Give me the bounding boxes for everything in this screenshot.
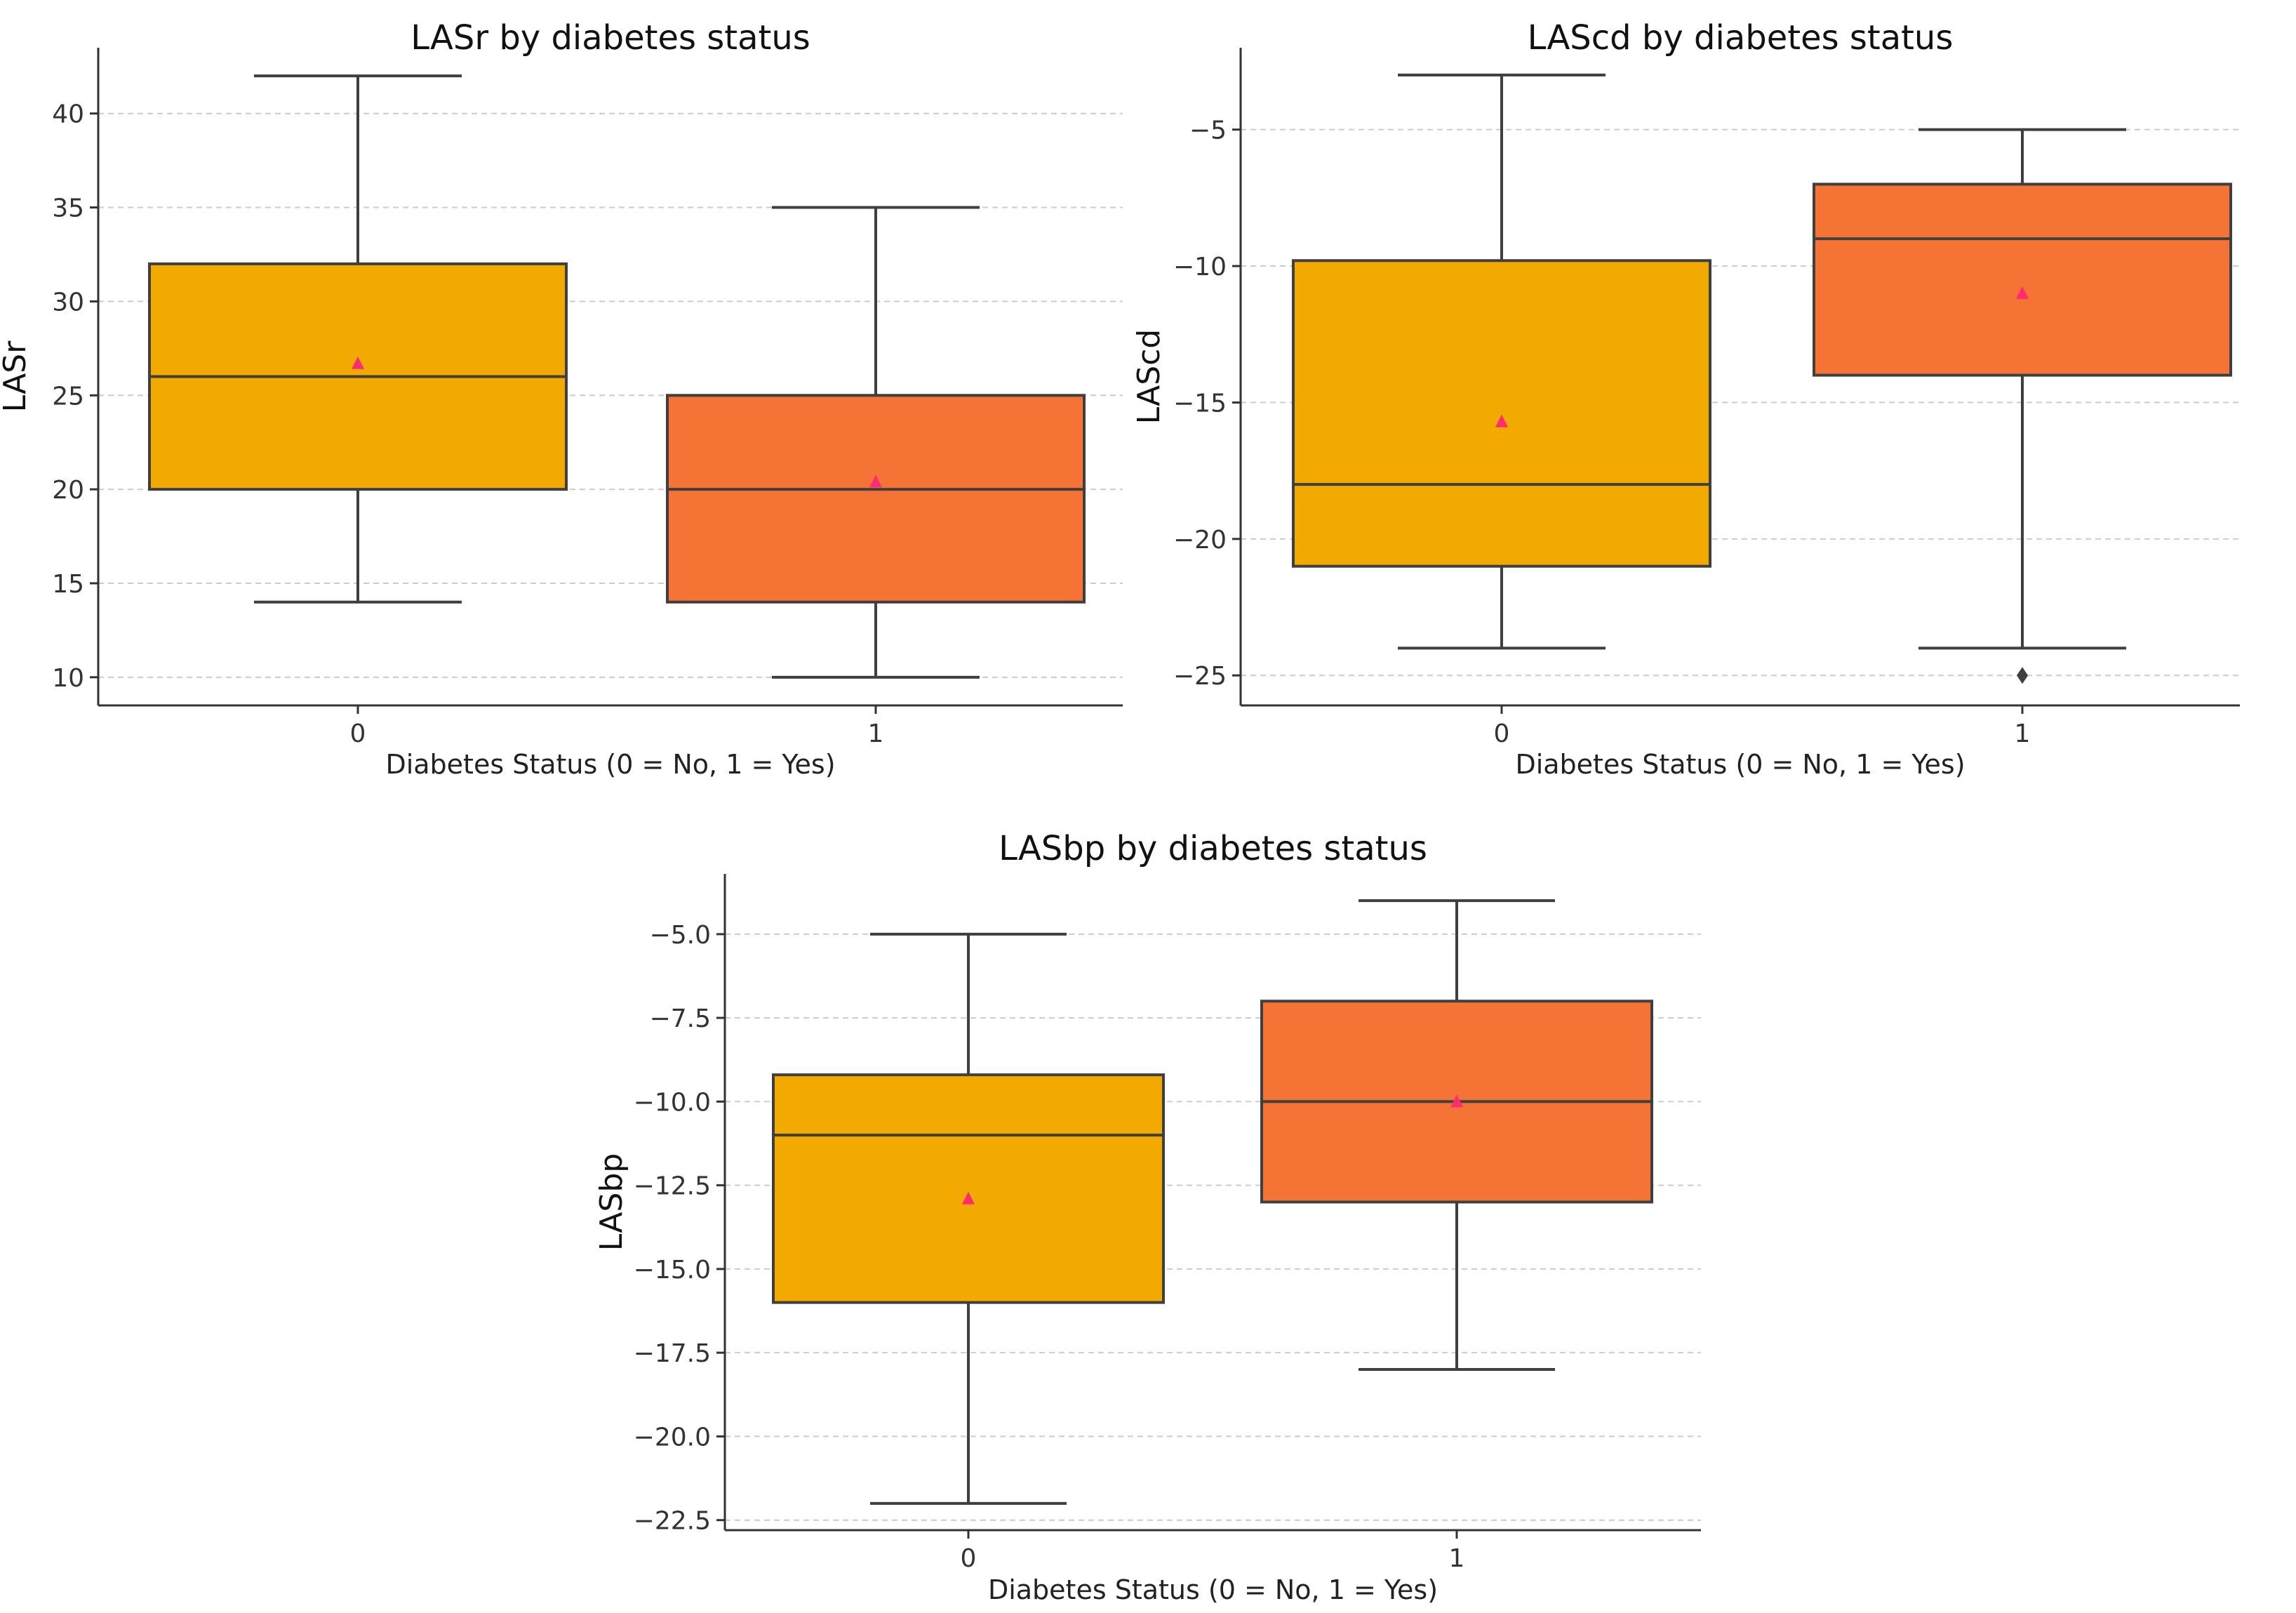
chart-lasbp: −22.5 −20.0 −17.5 −15.0 −12.5 −10.0 −7.5 −5.0 0 1… (594, 829, 1701, 1605)
y-tick-label: −10.0 (634, 1088, 711, 1117)
y-tick-label: 40 (52, 100, 84, 129)
y-tick-label: 25 (52, 382, 84, 411)
y-tick-label: −10 (1173, 253, 1227, 281)
y-tick-label: −20.0 (634, 1423, 711, 1452)
x-tick-label: 0 (1494, 719, 1510, 748)
mean-marker (962, 1191, 975, 1204)
mean-marker (2016, 286, 2029, 299)
iqr-box (772, 1073, 1165, 1304)
y-tick-label: −20 (1173, 526, 1227, 555)
y-tick-label: −15 (1173, 389, 1227, 418)
x-axis-label: Diabetes Status (0 = No, 1 = Yes) (988, 1574, 1438, 1605)
y-tick-label: −12.5 (634, 1172, 711, 1201)
y-tick-label: 35 (52, 194, 84, 223)
y-tick-label: −7.5 (650, 1004, 711, 1033)
box-group-0 (148, 74, 568, 604)
box-group-1 (666, 206, 1086, 679)
iqr-box (666, 394, 1086, 604)
chart-title: LAScd by diabetes status (1528, 18, 1954, 58)
box-group-1 (1260, 899, 1653, 1372)
y-tick-label: −5.0 (650, 921, 711, 950)
chart-lascd: −25 −20 −15 −10 −5 0 1 LAScd by diabetes status… (1131, 18, 2240, 780)
box-group-0 (1292, 73, 1711, 650)
y-tick-label: 15 (52, 570, 84, 599)
iqr-box (1292, 259, 1711, 568)
x-axis-label: Diabetes Status (0 = No, 1 = Yes) (1515, 749, 1965, 780)
x-tick-label: 1 (868, 719, 884, 748)
y-tick-label: 10 (52, 664, 84, 693)
chart-lasr: 10 15 20 25 30 35 40 0 1 LASr by diabetes status D… (0, 18, 1123, 780)
y-tick-label: −15.0 (634, 1256, 711, 1285)
box-group-0 (772, 932, 1165, 1505)
iqr-box (1813, 182, 2232, 377)
mean-marker (1495, 414, 1508, 427)
x-tick-label: 1 (1449, 1544, 1465, 1573)
chart-title: LASbp by diabetes status (999, 829, 1427, 868)
mean-marker (869, 474, 882, 488)
y-axis-label: LAScd (1131, 329, 1167, 425)
y-tick-label: −17.5 (634, 1339, 711, 1368)
y-axis-label: LASr (0, 340, 33, 413)
x-tick-label: 0 (350, 719, 366, 748)
chart-title: LASr by diabetes status (411, 18, 810, 58)
y-axis-label: LASbp (594, 1153, 629, 1251)
box-group-1 (1813, 128, 2232, 684)
outlier-marker (2017, 667, 2028, 684)
y-tick-label: 30 (52, 288, 84, 317)
y-tick-label: −5 (1189, 117, 1227, 145)
y-tick-label: 20 (52, 476, 84, 505)
x-tick-label: 0 (961, 1544, 977, 1573)
y-tick-label: −25 (1173, 662, 1227, 691)
mean-marker (352, 356, 364, 369)
y-tick-label: −22.5 (634, 1507, 711, 1536)
x-axis-label: Diabetes Status (0 = No, 1 = Yes) (385, 749, 835, 780)
x-tick-label: 1 (2015, 719, 2031, 748)
mean-marker (1450, 1094, 1463, 1108)
